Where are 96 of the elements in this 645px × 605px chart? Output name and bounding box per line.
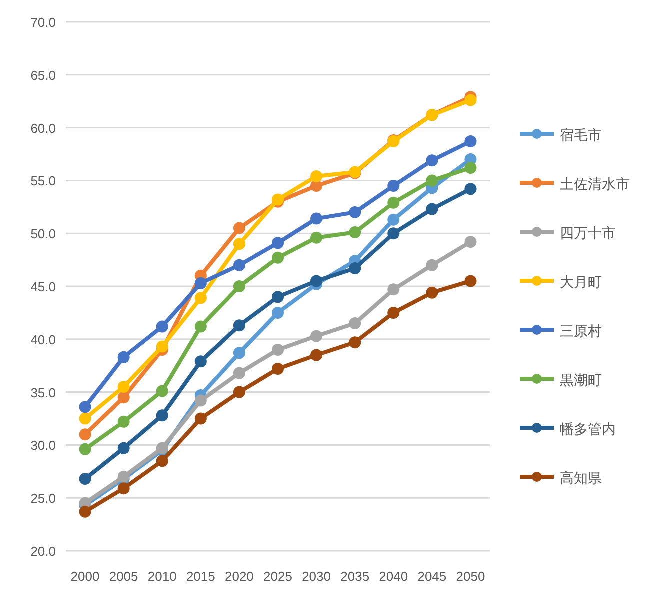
point xyxy=(426,203,438,216)
y-tick-label: 60.0 xyxy=(30,120,56,136)
point xyxy=(233,259,246,272)
y-tick-label: 40.0 xyxy=(30,332,56,348)
point xyxy=(233,280,246,292)
point xyxy=(79,412,92,425)
y-tick-label: 30.0 xyxy=(30,438,56,454)
point xyxy=(233,238,246,250)
point xyxy=(194,277,207,290)
point xyxy=(79,428,92,441)
y-tick-label: 45.0 xyxy=(30,280,56,294)
point xyxy=(233,386,246,398)
point xyxy=(233,347,246,360)
point xyxy=(118,470,130,483)
point xyxy=(388,228,400,240)
legend-label: 大月町 xyxy=(560,274,602,290)
y-tick-label: 55.0 xyxy=(30,174,56,189)
point xyxy=(156,385,168,398)
point xyxy=(272,291,284,304)
legend-label: 黒潮町 xyxy=(560,372,602,388)
point xyxy=(388,180,400,192)
point xyxy=(464,162,477,174)
point xyxy=(464,94,477,106)
point xyxy=(79,506,92,518)
y-tick-label: 65.0 xyxy=(30,68,56,83)
point xyxy=(233,222,246,234)
point xyxy=(118,416,130,428)
point xyxy=(310,232,323,244)
y-tick-label: 70.0 xyxy=(30,15,56,30)
point xyxy=(464,183,477,196)
point xyxy=(272,237,284,250)
x-tick-label: 2045 xyxy=(418,569,447,584)
legend-label: 宿毛市 xyxy=(560,127,602,143)
point xyxy=(349,206,362,218)
point xyxy=(388,306,400,319)
point xyxy=(310,349,323,362)
point xyxy=(194,356,207,368)
point xyxy=(118,351,130,364)
point xyxy=(79,473,92,486)
point xyxy=(156,320,168,333)
point xyxy=(156,455,168,468)
x-tick-label: 2030 xyxy=(302,569,332,584)
x-tick-label: 2015 xyxy=(186,569,216,584)
point xyxy=(426,286,438,299)
y-tick-label: 25.0 xyxy=(30,491,56,506)
point xyxy=(118,482,130,495)
point xyxy=(426,154,438,167)
point xyxy=(310,212,323,225)
x-tick-label: 2010 xyxy=(148,569,177,584)
point xyxy=(426,259,438,272)
point xyxy=(464,236,477,248)
x-tick-label: 2020 xyxy=(224,569,254,584)
point xyxy=(310,275,323,288)
legend-label: 幡多管内 xyxy=(560,421,616,437)
point xyxy=(272,363,284,376)
point xyxy=(272,252,284,264)
legend-label: 三原村 xyxy=(560,323,602,339)
x-tick-label: 2000 xyxy=(70,569,100,584)
point xyxy=(310,170,323,182)
point xyxy=(388,214,400,226)
point xyxy=(118,442,130,454)
x-tick-label: 2025 xyxy=(264,569,292,584)
point xyxy=(349,318,362,330)
point xyxy=(272,344,284,356)
y-tick-label: 50.0 xyxy=(30,226,56,242)
y-tick-label: 35.0 xyxy=(30,385,56,400)
point xyxy=(464,136,477,148)
x-tick-label: 2005 xyxy=(109,569,138,584)
point xyxy=(79,443,92,456)
point xyxy=(310,330,323,342)
legend-label: 高知県 xyxy=(560,470,602,486)
point xyxy=(233,320,246,332)
point xyxy=(156,340,168,353)
point xyxy=(233,367,246,380)
point xyxy=(194,292,207,304)
x-tick-label: 2035 xyxy=(340,569,370,584)
point xyxy=(118,392,130,404)
point xyxy=(349,226,362,239)
point xyxy=(426,174,438,187)
point xyxy=(194,412,207,425)
point xyxy=(464,275,477,288)
point xyxy=(388,284,400,296)
point xyxy=(388,196,400,209)
x-tick-label: 2040 xyxy=(379,569,408,584)
point xyxy=(118,381,130,394)
point xyxy=(194,394,207,407)
point xyxy=(79,401,92,414)
point xyxy=(194,320,207,333)
point xyxy=(272,306,284,319)
point xyxy=(349,336,362,349)
point xyxy=(349,262,362,275)
y-tick-label: 20.0 xyxy=(30,544,56,559)
point xyxy=(156,410,168,422)
legend-label: 土佐清水市 xyxy=(560,176,630,192)
x-tick-label: 2050 xyxy=(456,569,486,584)
legend-label: 四万十市 xyxy=(560,225,616,241)
